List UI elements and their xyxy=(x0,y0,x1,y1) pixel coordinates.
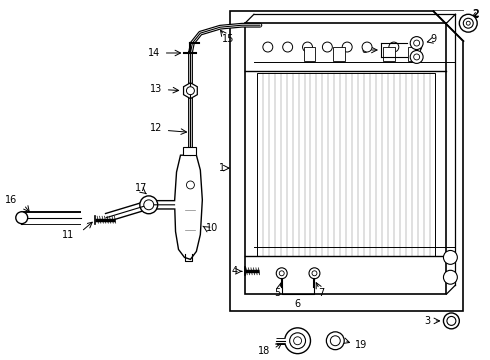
Text: 2: 2 xyxy=(472,9,479,19)
Text: 13: 13 xyxy=(150,84,163,94)
Bar xyxy=(333,47,345,61)
Circle shape xyxy=(326,332,344,350)
Text: 5: 5 xyxy=(274,288,281,298)
Circle shape xyxy=(285,328,311,354)
Text: 14: 14 xyxy=(148,48,161,58)
Circle shape xyxy=(322,42,332,52)
Circle shape xyxy=(342,42,352,52)
Text: 17: 17 xyxy=(135,183,147,193)
Text: 15: 15 xyxy=(222,34,234,44)
Text: 10: 10 xyxy=(206,222,219,233)
Bar xyxy=(230,11,464,311)
Circle shape xyxy=(466,21,470,25)
Bar xyxy=(183,147,196,155)
Circle shape xyxy=(412,42,421,52)
Circle shape xyxy=(464,18,473,28)
Text: 18: 18 xyxy=(258,346,270,356)
Text: 12: 12 xyxy=(150,123,163,134)
Circle shape xyxy=(187,181,195,189)
Circle shape xyxy=(362,42,372,52)
Bar xyxy=(408,47,419,61)
Text: 16: 16 xyxy=(4,195,17,205)
Bar xyxy=(303,47,316,61)
Bar xyxy=(257,73,435,256)
Text: 19: 19 xyxy=(355,340,368,350)
Circle shape xyxy=(414,40,419,46)
Polygon shape xyxy=(184,83,197,99)
Circle shape xyxy=(447,316,456,325)
Text: 6: 6 xyxy=(294,299,301,309)
Text: 4: 4 xyxy=(232,266,238,276)
Circle shape xyxy=(294,337,301,345)
Circle shape xyxy=(309,268,320,279)
Bar xyxy=(245,23,446,294)
Circle shape xyxy=(290,333,306,349)
Text: 8: 8 xyxy=(361,45,367,55)
Circle shape xyxy=(279,271,284,276)
Circle shape xyxy=(16,212,28,224)
Circle shape xyxy=(443,270,457,284)
Circle shape xyxy=(312,271,317,276)
Circle shape xyxy=(443,313,459,329)
Polygon shape xyxy=(174,155,202,260)
Circle shape xyxy=(459,14,477,32)
Circle shape xyxy=(276,268,287,279)
Text: 11: 11 xyxy=(62,230,74,239)
Circle shape xyxy=(144,200,154,210)
Bar xyxy=(383,47,395,61)
Circle shape xyxy=(263,42,273,52)
Circle shape xyxy=(389,42,399,52)
Circle shape xyxy=(302,42,313,52)
Circle shape xyxy=(283,42,293,52)
Circle shape xyxy=(414,54,419,60)
Circle shape xyxy=(140,196,158,214)
Text: 3: 3 xyxy=(424,316,431,326)
Circle shape xyxy=(330,336,340,346)
Polygon shape xyxy=(434,11,464,41)
Text: 1: 1 xyxy=(219,163,225,173)
Circle shape xyxy=(187,87,195,95)
Circle shape xyxy=(443,251,457,264)
Circle shape xyxy=(410,50,423,63)
Circle shape xyxy=(410,37,423,50)
Text: 7: 7 xyxy=(318,288,324,298)
Text: 9: 9 xyxy=(431,34,437,44)
